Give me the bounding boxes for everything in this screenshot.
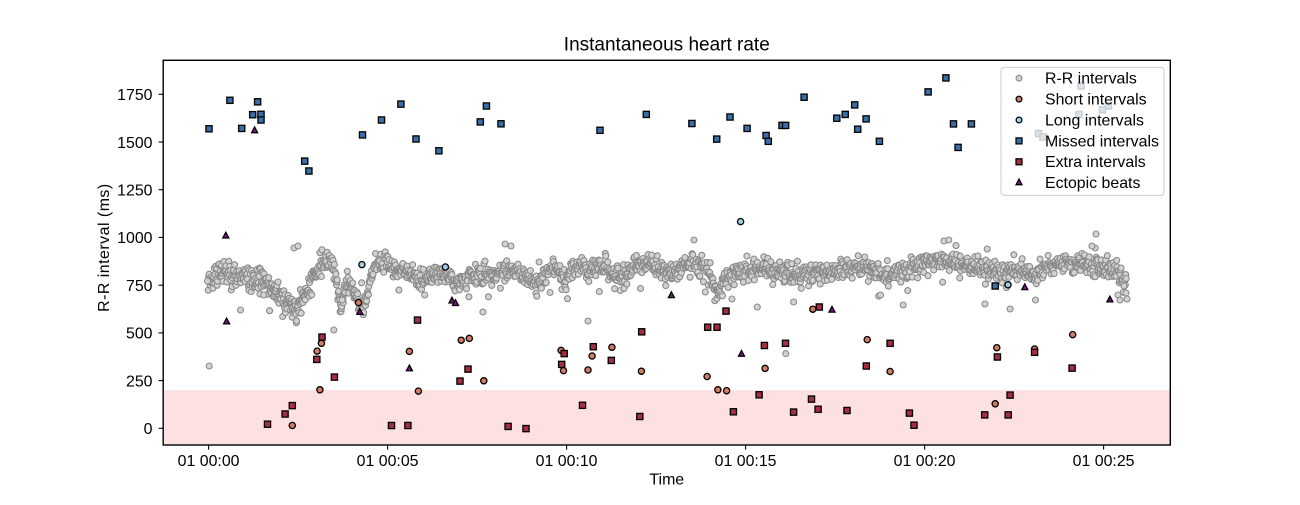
svg-text:01 00:25: 01 00:25 <box>1073 453 1135 470</box>
svg-text:Ectopic beats: Ectopic beats <box>1045 175 1140 192</box>
svg-text:01 00:00: 01 00:00 <box>178 453 240 470</box>
svg-text:750: 750 <box>126 278 153 295</box>
svg-text:Extra intervals: Extra intervals <box>1045 154 1146 171</box>
svg-text:0: 0 <box>144 421 153 438</box>
svg-text:250: 250 <box>126 373 153 390</box>
svg-text:Time: Time <box>649 472 684 489</box>
svg-text:1000: 1000 <box>117 230 153 247</box>
svg-text:R-R interval (ms): R-R interval (ms) <box>96 183 113 312</box>
svg-text:Missed intervals: Missed intervals <box>1045 133 1159 150</box>
svg-text:1250: 1250 <box>117 183 153 200</box>
svg-text:500: 500 <box>126 326 153 343</box>
svg-text:01 00:10: 01 00:10 <box>536 453 598 470</box>
svg-text:Long intervals: Long intervals <box>1045 112 1144 129</box>
svg-text:1750: 1750 <box>117 87 153 104</box>
svg-text:01 00:05: 01 00:05 <box>357 453 419 470</box>
svg-text:01 00:20: 01 00:20 <box>894 453 956 470</box>
svg-text:R-R intervals: R-R intervals <box>1045 71 1137 88</box>
svg-text:1500: 1500 <box>117 135 153 152</box>
svg-text:01 00:15: 01 00:15 <box>715 453 777 470</box>
svg-text:Short intervals: Short intervals <box>1045 92 1147 109</box>
svg-text:Instantaneous heart rate: Instantaneous heart rate <box>564 35 770 56</box>
